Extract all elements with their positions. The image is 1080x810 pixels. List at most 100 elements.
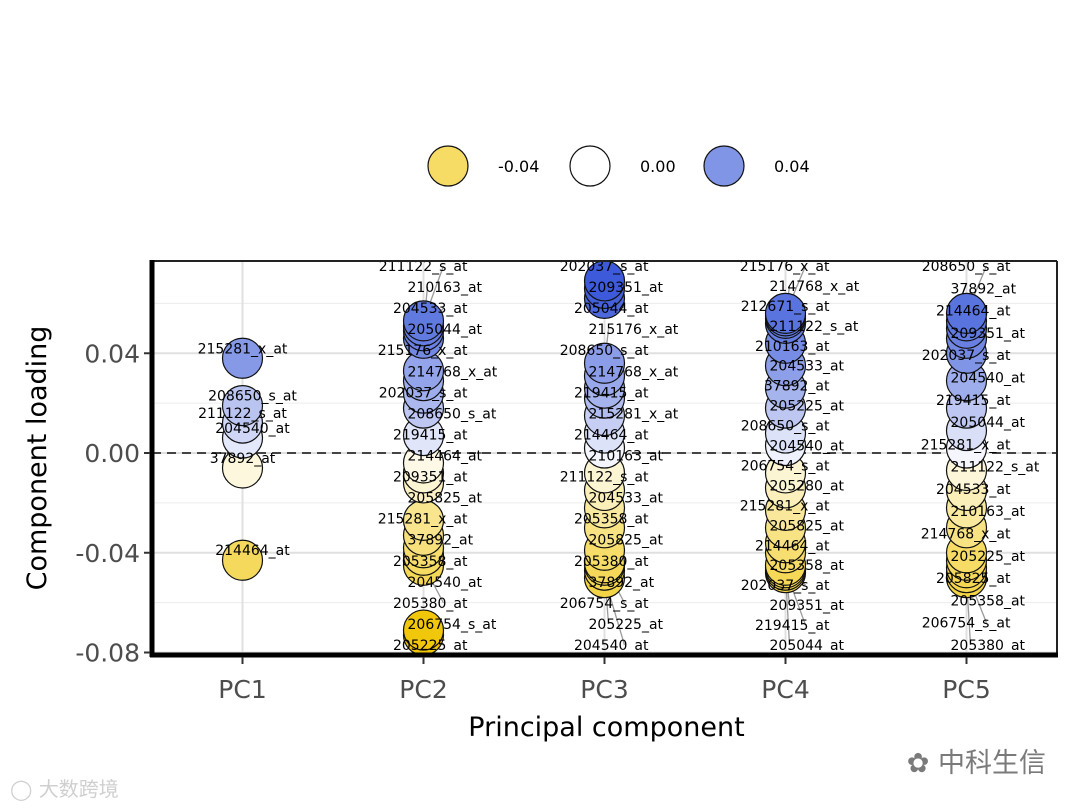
point-label: 219415_at	[574, 385, 649, 401]
point-label: 215281_x_at	[198, 341, 288, 357]
legend: -0.04 0.00 0.04	[427, 145, 810, 187]
point-label: 206754_s_at	[560, 596, 649, 612]
point-label: 205825_at	[589, 533, 664, 549]
legend-entry: 0.00	[569, 145, 676, 187]
point-label: 202037_s_at	[741, 578, 830, 594]
point-label: 214768_x_at	[921, 527, 1011, 543]
point-label: 210163_at	[755, 339, 830, 355]
legend-key	[569, 145, 611, 187]
point-label: 37892_at	[210, 451, 276, 467]
watermark-left: ◯ 大数跨境	[10, 773, 119, 802]
legend-key	[427, 145, 469, 187]
x-tick-label: PC2	[399, 675, 447, 704]
point-label: 211122_s_at	[379, 259, 468, 275]
point-label: 215176_x_at	[589, 322, 679, 338]
point-label: 219415_at	[755, 618, 830, 634]
point-label: 215281_x_at	[921, 437, 1011, 453]
point-label: 214768_x_at	[770, 279, 860, 295]
point-label: 214464_at	[574, 427, 649, 443]
point-label: 209351_at	[393, 470, 468, 486]
point-label: 205825_at	[770, 518, 845, 534]
point-label: 204540_at	[951, 370, 1026, 386]
axes: -0.08 -0.04 0.00 0.04 PC1 PC2 PC3 PC4 PC5 Princip…	[22, 260, 1058, 743]
x-tick-label: PC4	[761, 675, 809, 704]
watermark-left-text: 大数跨境	[38, 777, 119, 801]
point-label: 215176_x_at	[378, 343, 468, 359]
label-group: 202037_s_at 209351_at 205044_at 215176_x_at…	[560, 259, 679, 654]
point-label: 205044_at	[951, 415, 1026, 431]
point-label: 205044_at	[574, 301, 649, 317]
point-label: 205358_at	[393, 554, 468, 570]
y-tick-label: -0.04	[75, 539, 140, 568]
series-pc3: 202037_s_at 209351_at 205044_at 215176_x_at…	[560, 259, 679, 654]
point-label: 37892_at	[589, 575, 655, 591]
data-point	[402, 300, 445, 342]
point-label: 208650_s_at	[560, 343, 649, 359]
point-label: 208650_s_at	[741, 419, 830, 435]
point-label: 210163_at	[408, 280, 483, 296]
legend-entry: -0.04	[427, 145, 539, 187]
point-group	[945, 292, 988, 599]
point-label: 208650_s_at	[408, 406, 497, 422]
watermark-right: ✿ 中科生信	[907, 741, 1046, 780]
legend-key	[703, 145, 745, 187]
point-label: 219415_at	[936, 393, 1011, 409]
series-pc5: 208650_s_at 37892_at 214464_at 209351_at 202…	[921, 259, 1040, 654]
point-label: 37892_at	[764, 379, 830, 395]
point-label: 208650_s_at	[208, 389, 297, 405]
series-pc4: 215176_x_at 214768_x_at 212671_s_at 211122_…	[740, 259, 860, 654]
point-label: 214464_at	[408, 448, 483, 464]
point-label: 205280_at	[770, 478, 845, 494]
point-label: 209351_at	[770, 598, 845, 614]
point-label: 205225_at	[589, 617, 664, 633]
x-tick-label: PC1	[218, 675, 266, 704]
point-label: 205044_at	[408, 322, 483, 338]
point-label: 205225_at	[770, 399, 845, 415]
point-label: 205825_at	[936, 571, 1011, 587]
y-tick-label: 0.00	[84, 439, 140, 468]
point-label: 208650_s_at	[922, 259, 1011, 275]
data-point	[945, 292, 988, 334]
point-group	[583, 260, 626, 599]
data-point	[221, 337, 264, 379]
data-point	[583, 342, 626, 384]
point-label: 205044_at	[770, 638, 845, 654]
watermark-right-text: 中科生信	[938, 748, 1046, 779]
point-label: 202037_s_at	[560, 259, 649, 275]
plot-panel: 215281_x_at 208650_s_at 211122_s_at 204540_…	[152, 259, 1057, 656]
point-label: 202037_s_at	[922, 348, 1011, 364]
data-point	[221, 385, 264, 427]
point-label: 205358_at	[951, 593, 1026, 609]
series-pc1: 215281_x_at 208650_s_at211122_s_at204540_…	[198, 337, 297, 581]
point-label: 214768_x_at	[408, 364, 498, 380]
data-point	[764, 292, 807, 334]
point-label: 204540_at	[770, 439, 845, 455]
point-label: 205380_at	[951, 638, 1026, 654]
point-label: 204533_at	[936, 482, 1011, 498]
point-label: 37892_at	[951, 281, 1017, 297]
y-tick-label: 0.04	[84, 339, 140, 368]
point-label: 211122_s_at	[770, 319, 859, 335]
point-label: 204540_at	[574, 638, 649, 654]
series-pc2: 211122_s_at 210163_at 204533_at 205044_at 21…	[378, 259, 498, 656]
point-label: 214464_at	[936, 304, 1011, 320]
point-group	[402, 300, 445, 656]
point-label: 215176_x_at	[740, 259, 830, 275]
x-tick-label: PC5	[942, 675, 990, 704]
data-point	[402, 609, 445, 651]
point-label: 205358_at	[574, 512, 649, 528]
point-label: 209351_at	[951, 326, 1026, 342]
point-label: 204533_at	[770, 359, 845, 375]
point-label: 206754_s_at	[922, 616, 1011, 632]
point-label: 205225_at	[393, 638, 468, 654]
point-label: 214464_at	[215, 543, 290, 559]
label-group: 208650_s_at 37892_at 214464_at 209351_at 202…	[921, 259, 1040, 654]
point-group	[764, 292, 807, 594]
point-label: 205825_at	[408, 491, 483, 507]
point-label: 215281_x_at	[740, 498, 830, 514]
legend-label: 0.00	[640, 157, 676, 176]
x-axis-title: Principal component	[468, 712, 744, 743]
label-group: 211122_s_at 210163_at 204533_at 205044_at 21…	[378, 259, 498, 654]
point-label: 212671_s_at	[741, 299, 830, 315]
